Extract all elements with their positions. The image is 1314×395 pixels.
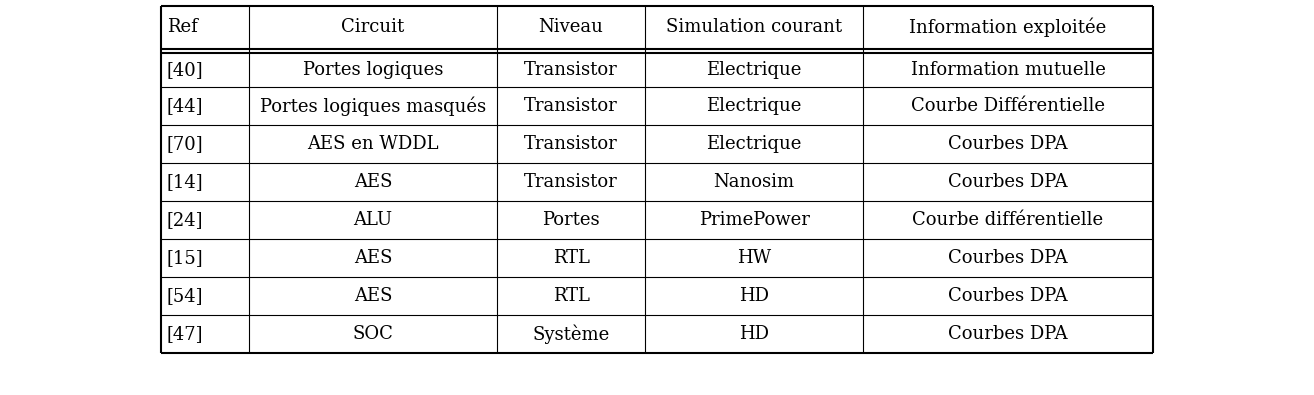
Text: RTL: RTL [553, 249, 590, 267]
Text: [70]: [70] [167, 135, 204, 153]
Text: HD: HD [738, 325, 769, 343]
Text: Electrique: Electrique [707, 97, 802, 115]
Text: HD: HD [738, 287, 769, 305]
Text: Simulation courant: Simulation courant [666, 19, 842, 36]
Text: HW: HW [737, 249, 771, 267]
Text: Portes: Portes [543, 211, 599, 229]
Text: Circuit: Circuit [342, 19, 405, 36]
Text: Courbes DPA: Courbes DPA [949, 173, 1068, 191]
Text: Portes logiques: Portes logiques [302, 61, 443, 79]
Text: AES en WDDL: AES en WDDL [307, 135, 439, 153]
Text: Courbe Différentielle: Courbe Différentielle [911, 97, 1105, 115]
Text: ALU: ALU [353, 211, 393, 229]
Text: Courbe différentielle: Courbe différentielle [912, 211, 1104, 229]
Text: Système: Système [532, 324, 610, 344]
Text: [54]: [54] [167, 287, 204, 305]
Text: Electrique: Electrique [707, 135, 802, 153]
Text: Information mutuelle: Information mutuelle [911, 61, 1105, 79]
Text: Niveau: Niveau [539, 19, 603, 36]
Text: Courbes DPA: Courbes DPA [949, 135, 1068, 153]
Text: AES: AES [353, 287, 393, 305]
Text: Courbes DPA: Courbes DPA [949, 325, 1068, 343]
Text: [15]: [15] [167, 249, 204, 267]
Text: Nanosim: Nanosim [714, 173, 795, 191]
Text: [47]: [47] [167, 325, 204, 343]
Text: Transistor: Transistor [524, 135, 618, 153]
Text: Information exploitée: Information exploitée [909, 18, 1106, 37]
Text: Transistor: Transistor [524, 61, 618, 79]
Text: RTL: RTL [553, 287, 590, 305]
Text: Ref: Ref [167, 19, 197, 36]
Text: AES: AES [353, 173, 393, 191]
Text: [14]: [14] [167, 173, 204, 191]
Text: AES: AES [353, 249, 393, 267]
Text: [40]: [40] [167, 61, 204, 79]
Text: Transistor: Transistor [524, 173, 618, 191]
Text: PrimePower: PrimePower [699, 211, 809, 229]
Text: Electrique: Electrique [707, 61, 802, 79]
Text: Courbes DPA: Courbes DPA [949, 287, 1068, 305]
Text: [44]: [44] [167, 97, 204, 115]
Text: Transistor: Transistor [524, 97, 618, 115]
Text: [24]: [24] [167, 211, 204, 229]
Text: Portes logiques masqués: Portes logiques masqués [260, 96, 486, 116]
Text: Courbes DPA: Courbes DPA [949, 249, 1068, 267]
Text: SOC: SOC [352, 325, 393, 343]
